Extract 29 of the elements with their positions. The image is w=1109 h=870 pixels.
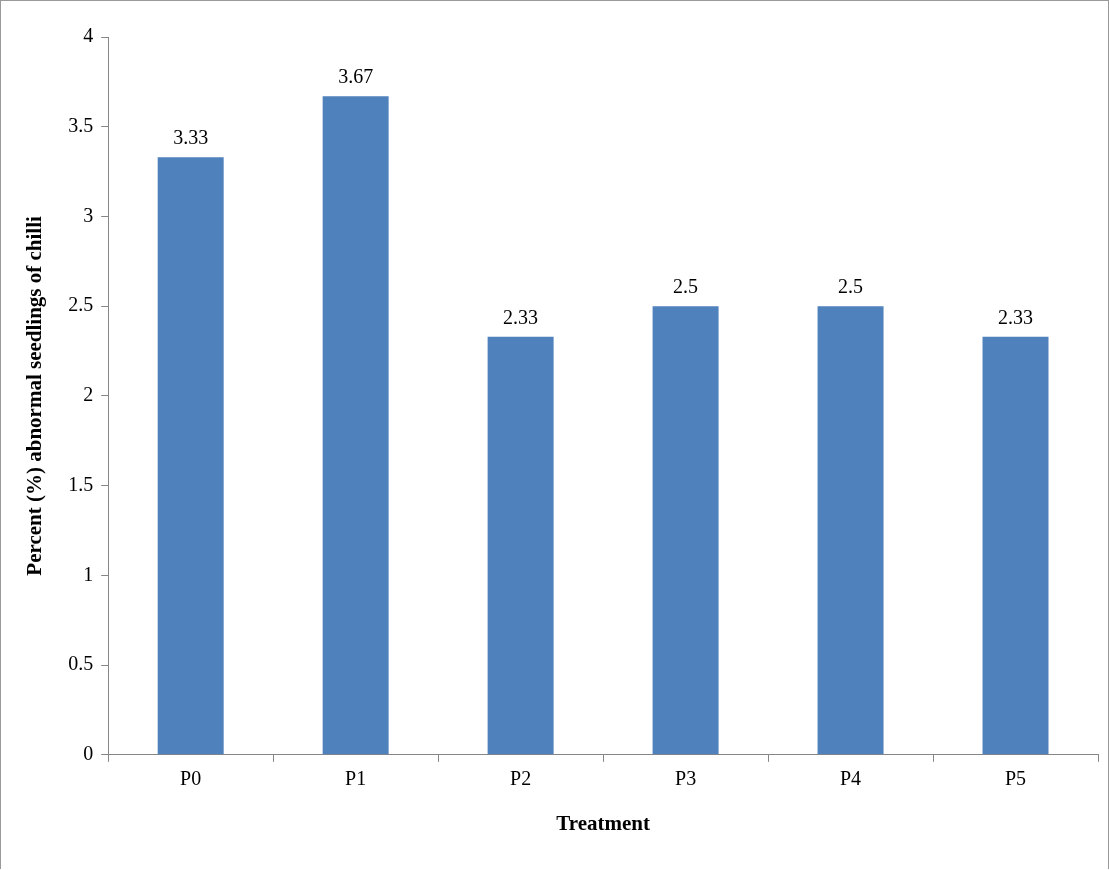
data-label: 2.5	[838, 275, 864, 298]
bar	[817, 306, 884, 755]
y-tick-label: 2	[83, 383, 94, 406]
x-axis-title: Treatment	[556, 810, 650, 835]
data-label: 2.33	[503, 305, 539, 328]
x-tick-label: P4	[839, 767, 862, 790]
y-axis-title: Percent (%) abnormal seedlings of chilli	[22, 215, 47, 576]
x-tick-label: P2	[510, 767, 532, 790]
x-tick-label: P5	[1004, 767, 1027, 790]
data-label: 2.33	[998, 305, 1034, 328]
bar	[982, 336, 1049, 755]
bar	[487, 336, 554, 755]
y-tick-label: 1	[83, 562, 94, 585]
data-label: 2.5	[673, 275, 699, 298]
data-label: 3.33	[173, 126, 209, 149]
y-tick-label: 0	[83, 742, 94, 765]
y-tick-label: 1.5	[68, 472, 94, 495]
y-tick-label: 0.5	[68, 652, 94, 675]
y-tick-label: 3	[83, 203, 94, 226]
y-tick-label: 3.5	[68, 113, 94, 136]
x-tick-label: P1	[345, 767, 367, 790]
x-tick-label: P0	[180, 767, 202, 790]
y-tick-label: 4	[83, 24, 94, 47]
y-tick-label: 2.5	[68, 293, 94, 316]
bar	[652, 306, 719, 755]
bar	[157, 157, 224, 755]
data-label: 3.67	[338, 65, 374, 88]
bar	[322, 96, 389, 755]
x-tick-label: P3	[675, 767, 697, 790]
